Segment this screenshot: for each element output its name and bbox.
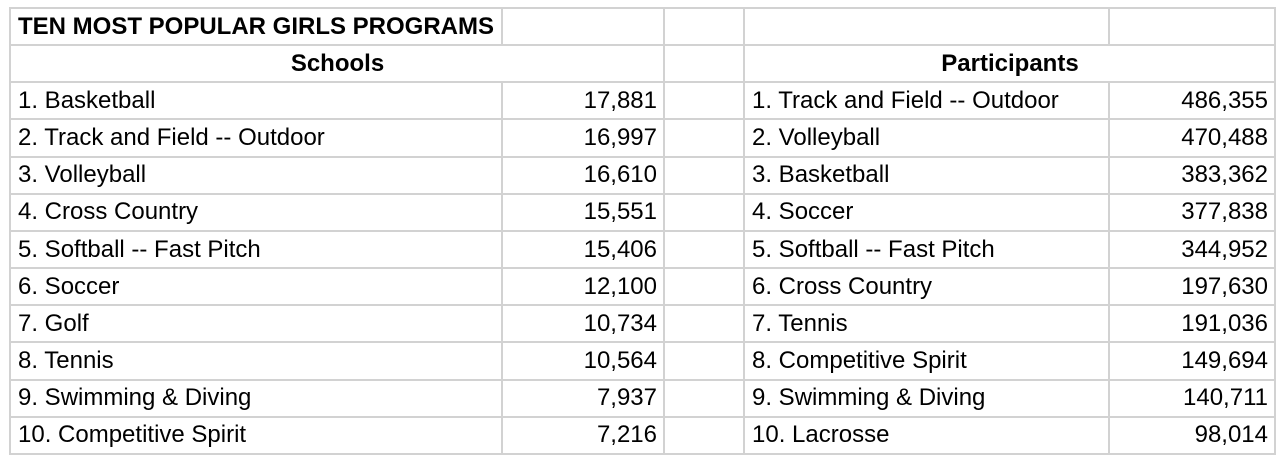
school-label-cell: 6. Soccer — [9, 267, 503, 307]
spacer-cell — [663, 341, 745, 381]
participant-value-cell: 149,694 — [1108, 341, 1276, 381]
spacer-cell — [663, 267, 745, 307]
participant-value-cell: 486,355 — [1108, 81, 1276, 121]
school-value-cell: 10,734 — [501, 304, 665, 344]
school-value-cell: 12,100 — [501, 267, 665, 307]
spacer-cell — [663, 415, 745, 456]
participant-label-cell: 6. Cross Country — [743, 267, 1110, 307]
school-label-cell: 5. Softball -- Fast Pitch — [9, 229, 503, 270]
empty-cell — [501, 6, 665, 47]
school-label-cell: 2. Track and Field -- Outdoor — [9, 118, 503, 158]
participant-label-cell: 9. Swimming & Diving — [743, 378, 1110, 418]
schools-header-cell: Schools — [9, 44, 665, 84]
title-row: TEN MOST POPULAR GIRLS PROGRAMS — [9, 6, 1276, 47]
participant-label-cell: 10. Lacrosse — [743, 415, 1110, 456]
participant-label-cell: 7. Tennis — [743, 304, 1110, 344]
participant-value-cell: 140,711 — [1108, 378, 1276, 418]
table-row: 4. Cross Country 15,551 4. Soccer 377,83… — [9, 192, 1276, 232]
girls-programs-table: TEN MOST POPULAR GIRLS PROGRAMS Schools … — [9, 6, 1276, 456]
empty-cell — [743, 6, 1110, 47]
table-row: 7. Golf 10,734 7. Tennis 191,036 — [9, 304, 1276, 344]
participant-label-cell: 8. Competitive Spirit — [743, 341, 1110, 381]
table-title-cell: TEN MOST POPULAR GIRLS PROGRAMS — [9, 6, 503, 47]
participant-label-cell: 3. Basketball — [743, 155, 1110, 195]
participant-label-cell: 4. Soccer — [743, 192, 1110, 232]
table-row: 2. Track and Field -- Outdoor 16,997 2. … — [9, 118, 1276, 158]
spacer-cell — [663, 81, 745, 121]
table-row: 8. Tennis 10,564 8. Competitive Spirit 1… — [9, 341, 1276, 381]
school-value-cell: 16,610 — [501, 155, 665, 195]
spacer-cell — [663, 155, 745, 195]
table-row: 10. Competitive Spirit 7,216 10. Lacross… — [9, 415, 1276, 456]
participant-label-cell: 1. Track and Field -- Outdoor — [743, 81, 1110, 121]
participant-value-cell: 98,014 — [1108, 415, 1276, 456]
table-row: 1. Basketball 17,881 1. Track and Field … — [9, 81, 1276, 121]
school-label-cell: 10. Competitive Spirit — [9, 415, 503, 456]
participant-label-cell: 2. Volleyball — [743, 118, 1110, 158]
school-value-cell: 17,881 — [501, 81, 665, 121]
school-label-cell: 3. Volleyball — [9, 155, 503, 195]
participant-value-cell: 470,488 — [1108, 118, 1276, 158]
school-label-cell: 4. Cross Country — [9, 192, 503, 232]
participants-header-cell: Participants — [743, 44, 1276, 84]
participant-label-cell: 5. Softball -- Fast Pitch — [743, 229, 1110, 270]
table-row: 9. Swimming & Diving 7,937 9. Swimming &… — [9, 378, 1276, 418]
spacer-cell — [663, 192, 745, 232]
school-value-cell: 7,937 — [501, 378, 665, 418]
spacer-cell — [663, 44, 745, 84]
table-row: 3. Volleyball 16,610 3. Basketball 383,3… — [9, 155, 1276, 195]
school-label-cell: 8. Tennis — [9, 341, 503, 381]
table-row: 6. Soccer 12,100 6. Cross Country 197,63… — [9, 267, 1276, 307]
spacer-cell — [663, 378, 745, 418]
empty-cell — [1108, 6, 1276, 47]
spacer-cell — [663, 304, 745, 344]
participant-value-cell: 191,036 — [1108, 304, 1276, 344]
school-label-cell: 9. Swimming & Diving — [9, 378, 503, 418]
participant-value-cell: 383,362 — [1108, 155, 1276, 195]
header-row: Schools Participants — [9, 44, 1276, 84]
table-row: 5. Softball -- Fast Pitch 15,406 5. Soft… — [9, 229, 1276, 270]
participant-value-cell: 344,952 — [1108, 229, 1276, 270]
school-value-cell: 10,564 — [501, 341, 665, 381]
school-label-cell: 1. Basketball — [9, 81, 503, 121]
participant-value-cell: 197,630 — [1108, 267, 1276, 307]
spacer-cell — [663, 229, 745, 270]
school-value-cell: 15,406 — [501, 229, 665, 270]
school-value-cell: 7,216 — [501, 415, 665, 456]
spacer-cell — [663, 6, 745, 47]
spacer-cell — [663, 118, 745, 158]
participant-value-cell: 377,838 — [1108, 192, 1276, 232]
school-label-cell: 7. Golf — [9, 304, 503, 344]
school-value-cell: 16,997 — [501, 118, 665, 158]
school-value-cell: 15,551 — [501, 192, 665, 232]
